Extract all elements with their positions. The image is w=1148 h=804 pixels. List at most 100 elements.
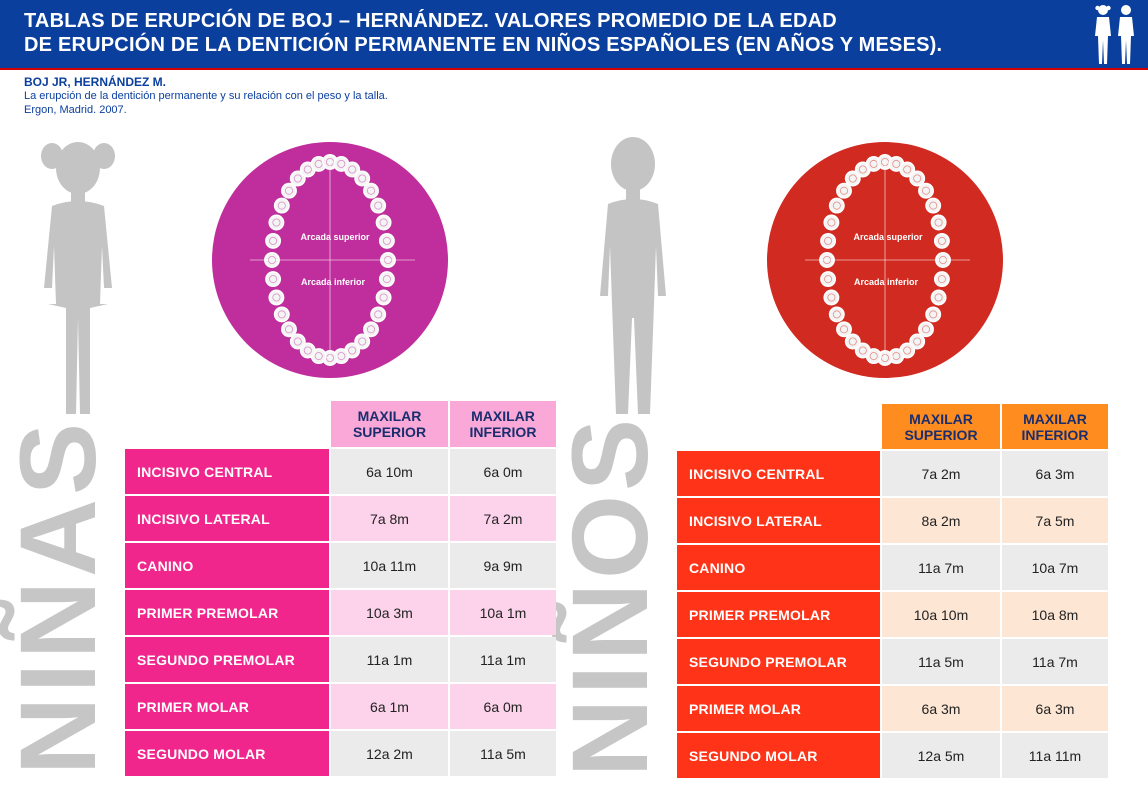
tooth-name-cell: PRIMER MOLAR	[125, 684, 329, 729]
tooth-icon	[375, 214, 392, 231]
tooth-icon	[828, 197, 845, 214]
maxilar-inferior-value: 6a 3m	[1002, 686, 1108, 731]
tooth-detail	[937, 275, 946, 284]
tooth-detail	[892, 159, 901, 168]
tooth-detail	[366, 325, 375, 334]
maxilar-inferior-value: 10a 1m	[450, 590, 556, 635]
tooth-icon	[933, 271, 950, 288]
tooth-icon	[854, 342, 871, 359]
tooth-detail	[840, 325, 849, 334]
tooth-detail	[314, 352, 323, 361]
tooth-icon	[933, 232, 950, 249]
table-row: SEGUNDO PREMOLAR 11a 5m 11a 7m	[677, 639, 1108, 684]
tooth-detail	[382, 275, 391, 284]
maxilar-superior-value: 6a 1m	[331, 684, 448, 729]
tooth-icon	[823, 214, 840, 231]
table-row: PRIMER PREMOLAR 10a 10m 10a 8m	[677, 592, 1108, 637]
tooth-detail	[379, 218, 388, 227]
tooth-detail	[374, 310, 383, 319]
boys-col-maxilar-superior: MAXILAR SUPERIOR	[882, 404, 1000, 449]
table-row: INCISIVO LATERAL 8a 2m 7a 5m	[677, 498, 1108, 543]
maxilar-inferior-value: 9a 9m	[450, 543, 556, 588]
children-silhouette-icon	[1095, 5, 1134, 64]
boy-silhouette-icon	[600, 137, 666, 414]
boys-dental-arch-teeth	[819, 154, 951, 366]
reference-publisher: Ergon, Madrid. 2007.	[24, 104, 127, 116]
tooth-icon	[363, 321, 379, 338]
girls-col-maxilar-superior: MAXILAR SUPERIOR	[331, 401, 448, 447]
maxilar-inferior-value: 7a 2m	[450, 496, 556, 541]
boys-arch-upper-label: Arcada superior	[853, 232, 923, 242]
tooth-detail	[303, 165, 312, 174]
bibliographic-reference: BOJ JR, HERNÁNDEZ M. La erupción de la d…	[24, 75, 388, 117]
tooth-icon	[899, 161, 916, 178]
boys-vertical-title: NIÑOS	[549, 414, 670, 777]
tooth-icon	[354, 170, 371, 187]
tooth-icon	[265, 232, 282, 249]
reference-title: La erupción de la dentición permanente y…	[24, 90, 388, 102]
page-title-line1: TABLAS DE ERUPCIÓN DE BOJ – HERNÁNDEZ. V…	[24, 10, 837, 32]
tooth-name-cell: PRIMER PREMOLAR	[125, 590, 329, 635]
girls-dental-arch-disc: Arcada superior Arcada inferior	[212, 142, 448, 378]
header-banner: TABLAS DE ERUPCIÓN DE BOJ – HERNÁNDEZ. V…	[0, 0, 1148, 70]
reference-authors: BOJ JR, HERNÁNDEZ M.	[24, 75, 167, 89]
tooth-detail	[929, 310, 938, 319]
tooth-icon	[378, 232, 395, 249]
girls-table-corner	[125, 401, 329, 447]
table-row: PRIMER PREMOLAR 10a 3m 10a 1m	[125, 590, 556, 635]
maxilar-superior-value: 6a 10m	[331, 449, 448, 494]
tooth-icon	[370, 197, 387, 214]
tooth-detail	[348, 165, 357, 174]
tooth-icon	[925, 306, 942, 323]
tooth-detail	[832, 310, 841, 319]
maxilar-superior-value: 12a 5m	[882, 733, 1000, 778]
tooth-icon	[836, 321, 852, 338]
tooth-detail	[869, 352, 878, 361]
maxilar-inferior-value: 11a 5m	[450, 731, 556, 776]
tooth-detail	[937, 236, 946, 245]
tooth-detail	[827, 293, 836, 302]
girls-arch-lower-label: Arcada inferior	[301, 277, 366, 287]
maxilar-superior-value: 11a 7m	[882, 545, 1000, 590]
tooth-icon	[820, 271, 837, 288]
tooth-icon	[844, 170, 861, 187]
tooth-icon	[823, 289, 840, 306]
tooth-name-cell: INCISIVO CENTRAL	[125, 449, 329, 494]
maxilar-superior-value: 10a 10m	[882, 592, 1000, 637]
tooth-detail	[374, 201, 383, 210]
maxilar-inferior-value: 10a 8m	[1002, 592, 1108, 637]
tooth-icon	[273, 306, 290, 323]
tooth-icon	[289, 170, 306, 187]
table-row: INCISIVO CENTRAL 7a 2m 6a 3m	[677, 451, 1108, 496]
tooth-detail	[848, 174, 857, 183]
tooth-name-cell: INCISIVO LATERAL	[677, 498, 880, 543]
tooth-detail	[358, 174, 367, 183]
tooth-detail	[272, 218, 281, 227]
maxilar-superior-value: 11a 5m	[882, 639, 1000, 684]
tooth-icon	[918, 321, 934, 338]
maxilar-superior-value: 7a 8m	[331, 496, 448, 541]
tooth-icon	[820, 232, 837, 249]
maxilar-inferior-value: 6a 3m	[1002, 451, 1108, 496]
tooth-detail	[269, 275, 278, 284]
tooth-detail	[366, 186, 375, 195]
tooth-icon	[370, 306, 387, 323]
tooth-detail	[903, 346, 912, 355]
tooth-icon	[378, 271, 395, 288]
tooth-name-cell: SEGUNDO MOLAR	[125, 731, 329, 776]
maxilar-superior-value: 7a 2m	[882, 451, 1000, 496]
maxilar-superior-value: 10a 11m	[331, 543, 448, 588]
tooth-icon	[909, 170, 926, 187]
tooth-detail	[858, 165, 867, 174]
table-row: PRIMER MOLAR 6a 1m 6a 0m	[125, 684, 556, 729]
maxilar-superior-value: 6a 3m	[882, 686, 1000, 731]
maxilar-inferior-value: 11a 11m	[1002, 733, 1108, 778]
tooth-icon	[918, 182, 934, 199]
tooth-name-cell: CANINO	[125, 543, 329, 588]
tooth-detail	[285, 325, 294, 334]
maxilar-inferior-value: 11a 1m	[450, 637, 556, 682]
maxilar-inferior-value: 7a 5m	[1002, 498, 1108, 543]
maxilar-inferior-value: 11a 7m	[1002, 639, 1108, 684]
boys-dental-arch-disc: Arcada superior Arcada inferior	[767, 142, 1003, 378]
girls-arch-upper-label: Arcada superior	[300, 232, 370, 242]
